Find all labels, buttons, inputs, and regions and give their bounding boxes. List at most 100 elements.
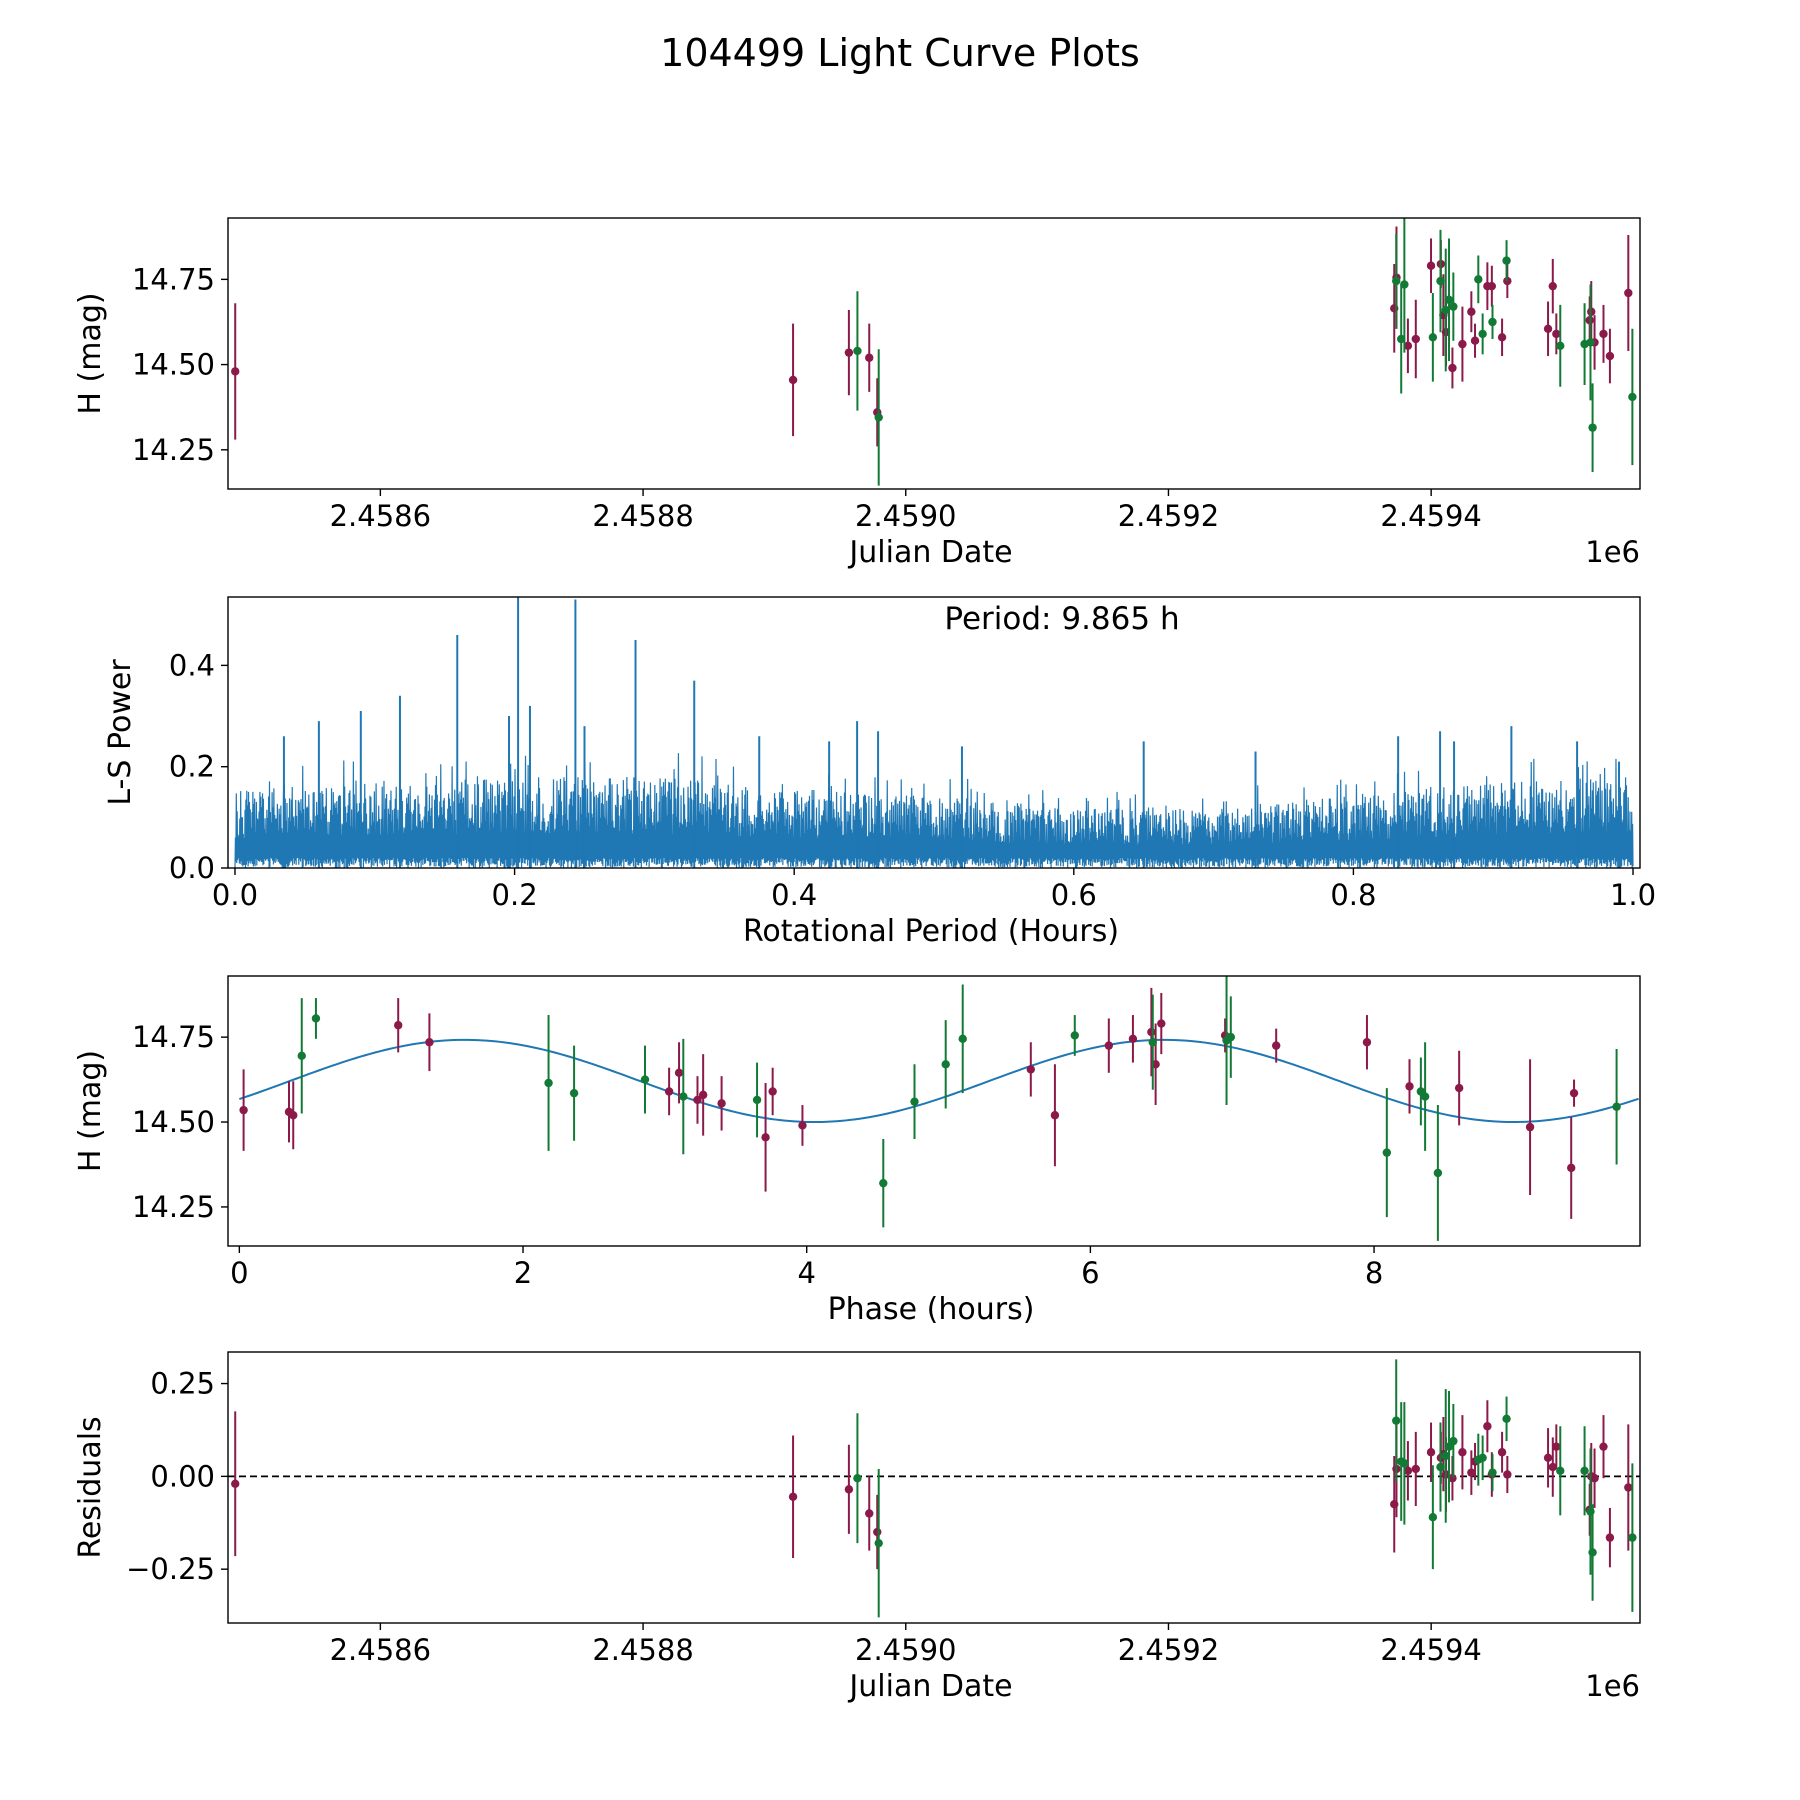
data-point [874,1538,883,1548]
data-point [1426,1448,1436,1457]
residuals-panel: 2.4586 2.4588 2.4590 2.4592 2.4594 −0.25 0.00 0… [73,1351,1641,1704]
data-point [1392,276,1401,286]
data-point [1467,1468,1476,1477]
data-point [1552,1442,1561,1451]
data-point [394,1021,403,1030]
data-point [1147,1027,1156,1037]
data-point [844,1485,854,1494]
data-point [717,1099,726,1108]
data-point [1411,334,1420,344]
x-tick-label: 0.6 [1051,878,1097,912]
data-point [1070,1031,1079,1040]
data-point [1588,1548,1597,1557]
axes-frame [227,217,1641,490]
data-point [865,1509,874,1518]
data-point [1400,1459,1409,1468]
filter-r-series [231,226,1633,447]
data-point [1448,363,1457,373]
x-offset-label: 1e6 [1585,535,1640,569]
x-axis-label: Julian Date [847,535,1012,570]
data-point [873,1527,882,1537]
y-tick-label: −0.25 [126,1552,215,1586]
y-axis-label: H (mag) [73,1050,108,1172]
y-tick-label: 14.50 [132,1105,215,1139]
data-point [1599,1442,1608,1451]
plot-area [239,976,1639,1241]
data-point [958,1034,967,1044]
data-point [1628,1533,1637,1542]
data-point [879,1178,888,1188]
data-point [1400,280,1409,289]
data-point [1449,1436,1458,1446]
data-point [1586,338,1595,347]
data-point [425,1038,434,1047]
x-axis-label: Rotational Period (Hours) [743,914,1119,949]
y-tick-label: 0.0 [169,851,215,885]
data-point [1433,1168,1443,1178]
data-point [1454,1083,1464,1093]
data-point [1548,281,1557,291]
data-point [289,1111,298,1120]
data-point [1405,1082,1414,1091]
data-point [674,1068,684,1077]
data-point [1543,1453,1553,1463]
data-point [1441,305,1450,315]
data-point [1605,351,1615,361]
phased-panel: 0 2 4 6 8 14.25 14.50 14.75 Phase (hours) H (mag) [73,975,1641,1327]
data-point [1497,1448,1507,1457]
y-tick-label: 0.2 [169,750,215,784]
data-point [1588,423,1597,432]
x-tick-label: 0.2 [492,878,538,912]
data-point [1502,256,1511,265]
data-point [311,1014,321,1023]
data-point [1428,333,1438,342]
filter-g-series [853,218,1637,486]
data-point [1474,275,1483,284]
data-point [1392,1416,1401,1425]
data-point [231,367,240,376]
data-point [1157,1019,1166,1028]
data-point [544,1078,553,1088]
data-point [761,1133,770,1142]
plot-area [234,597,1634,868]
data-point [698,1090,708,1100]
data-point [1362,1038,1372,1047]
data-point [865,353,874,362]
y-tick-label: 14.75 [132,262,215,296]
x-tick-label: 2.4590 [855,1633,956,1667]
data-point [1567,1163,1576,1173]
data-point [1488,1468,1497,1477]
x-tick-label: 2.4588 [592,1633,693,1667]
data-point [1599,329,1608,339]
data-point [1403,341,1413,351]
data-point [569,1088,579,1098]
power-curve [234,752,1634,868]
x-tick-label: 2.4594 [1380,499,1481,533]
data-point [910,1097,919,1106]
x-tick-label: 2.4588 [592,499,693,533]
x-tick-label: 0.4 [771,878,817,912]
data-point [1226,1032,1235,1042]
plot-area [231,218,1637,486]
y-tick-label: 14.50 [132,348,215,382]
data-point [1026,1065,1036,1074]
data-point [664,1087,674,1096]
data-point [844,348,854,357]
data-point [1543,324,1553,333]
data-point [1458,339,1467,349]
data-point [1436,1462,1445,1472]
plot-area [228,1359,1640,1618]
x-tick-label: 2.4592 [1118,499,1219,533]
x-tick-label: 6 [1081,1256,1099,1290]
x-offset-label: 1e6 [1585,1669,1640,1703]
data-point [1428,1512,1438,1522]
y-tick-label: 14.25 [132,1190,215,1224]
data-point [1580,1466,1589,1475]
data-point [1403,1466,1413,1475]
x-tick-label: 2.4590 [855,499,956,533]
data-point [1525,1122,1535,1132]
x-tick-label: 0.8 [1330,878,1376,912]
y-axis-label: Residuals [73,1416,108,1558]
data-point [1382,1148,1392,1157]
